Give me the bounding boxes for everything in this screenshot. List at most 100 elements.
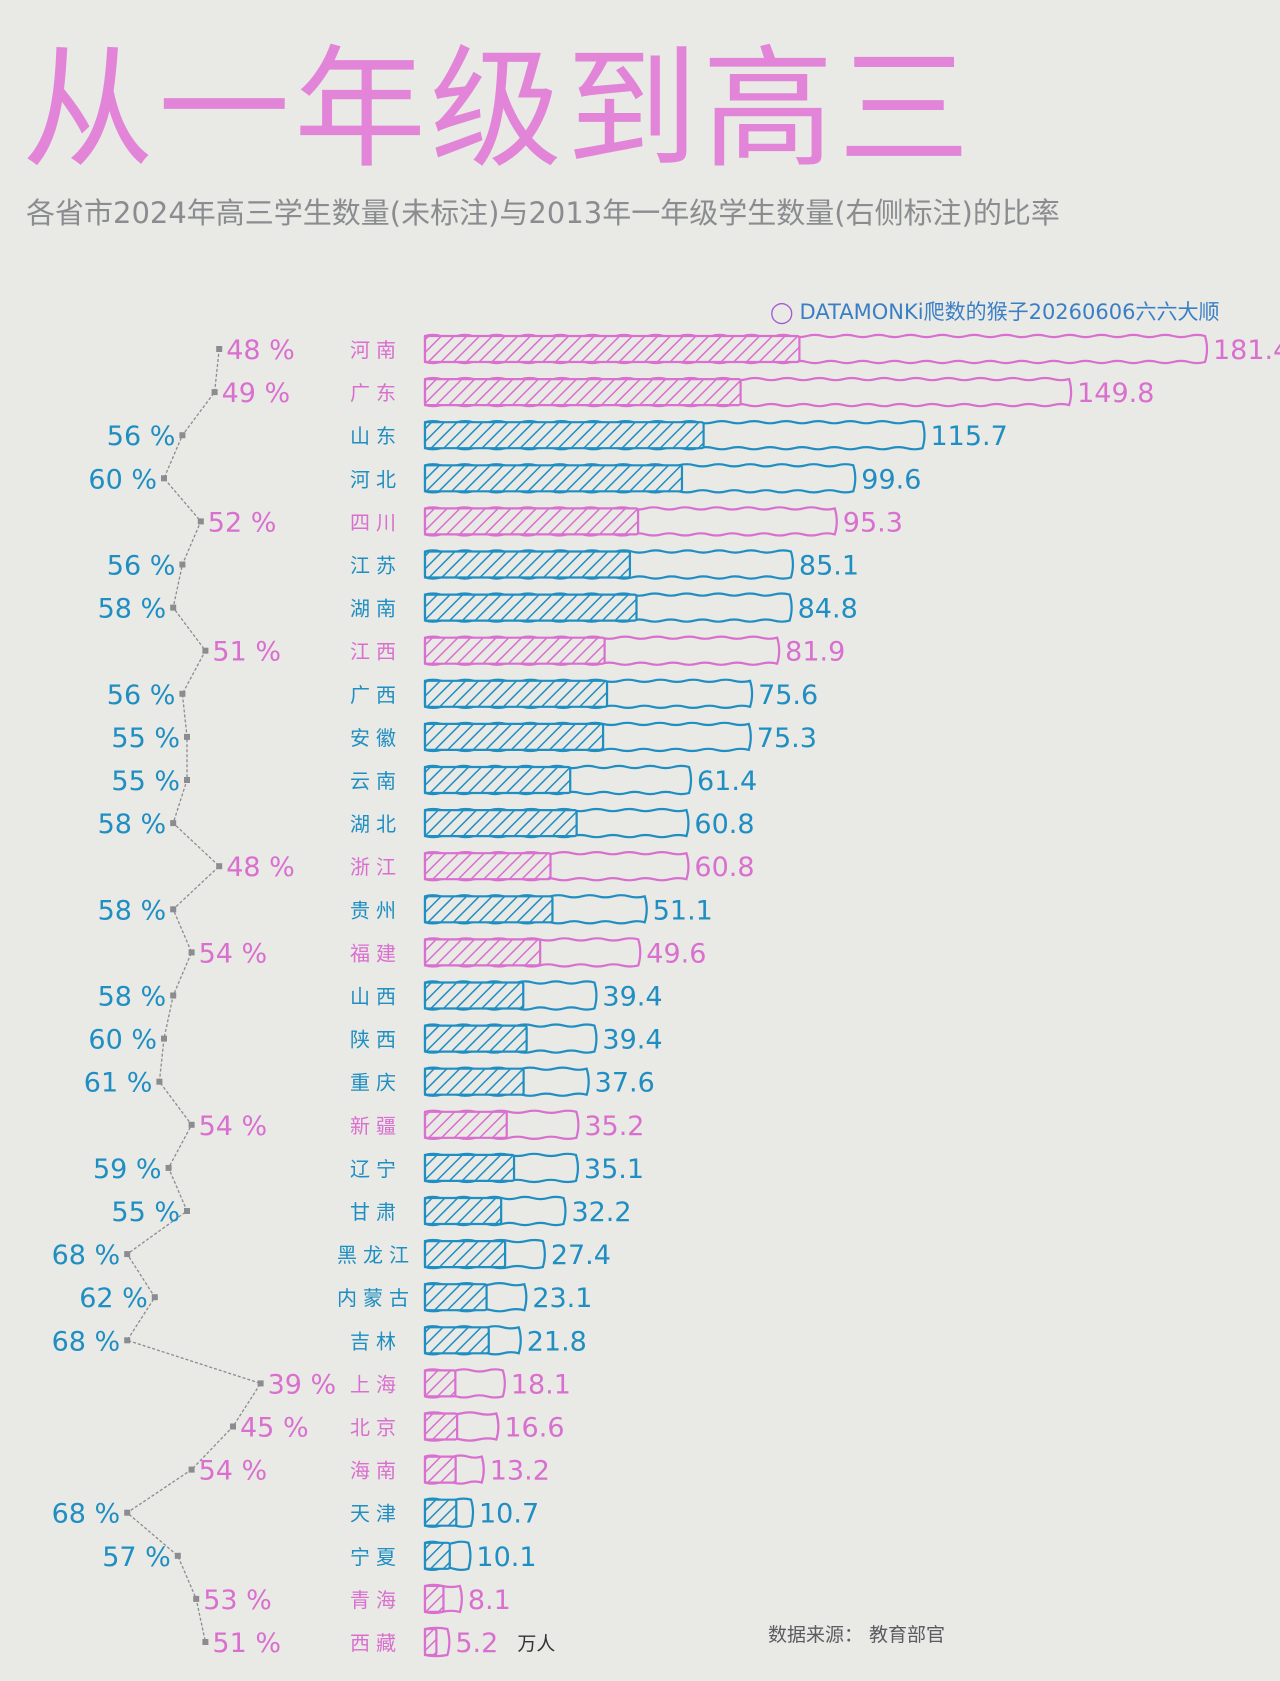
- category-label: 辽宁: [350, 1157, 402, 1181]
- value-label: 23.1: [532, 1283, 592, 1314]
- chart-row: 河北 99.6 60 %: [88, 463, 921, 495]
- bar-fill-2024: [423, 550, 632, 579]
- category-label: 浙江: [350, 855, 402, 879]
- category-label: 广西: [350, 683, 402, 707]
- ratio-label: 60 %: [88, 1025, 157, 1056]
- value-label: 95.3: [843, 507, 903, 538]
- bar-fill-2024: [423, 636, 606, 665]
- bar-fill-2024: [423, 334, 801, 364]
- ratio-marker: [184, 777, 190, 783]
- bar-fill-2024: [423, 1110, 508, 1139]
- ratio-marker: [211, 389, 218, 396]
- ratio-marker: [188, 949, 195, 956]
- ratio-marker: [202, 647, 209, 654]
- chart-row: 福建 49.6 54 %: [188, 937, 706, 969]
- bar-fill-2024: [423, 378, 742, 407]
- value-label: 13.2: [490, 1456, 550, 1487]
- bar-fill-2024: [423, 507, 640, 536]
- value-label: 51.1: [653, 895, 713, 926]
- value-label: 37.6: [595, 1068, 655, 1099]
- chart-row: 重庆 37.6 61 %: [84, 1066, 655, 1099]
- value-label: 85.1: [799, 551, 859, 582]
- ratio-label: 68 %: [52, 1326, 121, 1357]
- category-label: 河北: [350, 467, 402, 491]
- chart-subtitle: 各省市2024年高三学生数量(未标注)与2013年一年级学生数量(右侧标注)的比…: [26, 196, 1060, 230]
- ratio-label: 58 %: [98, 982, 167, 1013]
- bar-fill-2024: [423, 895, 554, 924]
- value-label: 81.9: [785, 637, 845, 668]
- ratio-label: 68 %: [52, 1240, 121, 1271]
- ratio-label: 39 %: [268, 1369, 337, 1400]
- value-label: 32.2: [571, 1197, 631, 1228]
- ratio-label: 55 %: [111, 723, 180, 754]
- value-label: 84.8: [798, 594, 858, 625]
- bar-fill-2024: [423, 1627, 438, 1657]
- value-label: 35.2: [584, 1111, 644, 1142]
- ratio-label: 48 %: [226, 852, 295, 883]
- ratio-marker: [184, 733, 190, 740]
- chart-row: 山西 39.4 58 %: [98, 980, 663, 1013]
- bar-fill-2024: [423, 1196, 503, 1226]
- chart-row: 西藏 5.2 51 %: [202, 1626, 498, 1659]
- category-label: 江苏: [350, 554, 402, 578]
- ratio-marker: [170, 820, 177, 827]
- category-label: 河南: [350, 338, 402, 362]
- category-label: 海南: [350, 1459, 402, 1483]
- chart-row: 广西 75.6 56 %: [107, 678, 818, 711]
- value-label: 60.8: [694, 852, 754, 883]
- category-label: 山东: [350, 424, 402, 448]
- category-label: 云南: [350, 769, 402, 793]
- ratio-marker: [170, 604, 177, 611]
- value-label: 75.3: [757, 723, 817, 754]
- ratio-marker: [124, 1509, 131, 1516]
- bar-fill-2024: [423, 852, 552, 881]
- ratio-marker: [174, 1552, 181, 1559]
- bar-fill-2024: [423, 1283, 488, 1312]
- ratio-marker: [193, 1595, 200, 1602]
- value-label: 35.1: [584, 1154, 644, 1185]
- bar-fill-2024: [423, 765, 572, 795]
- value-label: 49.6: [646, 938, 706, 969]
- category-label: 广东: [350, 381, 402, 405]
- value-label: 16.6: [504, 1413, 564, 1444]
- category-label: 湖北: [350, 812, 402, 836]
- ratio-label: 56 %: [107, 421, 176, 452]
- ratio-label: 58 %: [98, 895, 167, 926]
- ratio-label: 56 %: [107, 551, 176, 582]
- watermark: ◯ DATAMONKi爬数的猴子20260606六六大顺: [770, 296, 1219, 326]
- category-label: 山西: [350, 985, 402, 1009]
- unit-label: 万人: [517, 1633, 555, 1655]
- chart-row: 黑龙江 27.4 68 %: [52, 1238, 611, 1271]
- chart-row: 河南 181.4 48 %: [216, 333, 1280, 366]
- category-label: 新疆: [350, 1114, 402, 1138]
- value-label: 8.1: [468, 1585, 511, 1616]
- bar-fill-2024: [423, 1412, 459, 1441]
- ratio-label: 55 %: [111, 1197, 180, 1228]
- chart-row: 辽宁 35.1 59 %: [93, 1152, 644, 1185]
- bar-fill-2024: [423, 1067, 525, 1096]
- ratio-marker: [230, 1423, 236, 1430]
- chart-row: 四川 95.3 52 %: [197, 506, 903, 538]
- bar-fill-2024: [423, 679, 609, 708]
- category-label: 福建: [350, 941, 402, 965]
- ratio-marker: [161, 1035, 167, 1042]
- category-label: 北京: [350, 1416, 402, 1440]
- chart-row: 上海 18.1 39 %: [257, 1368, 571, 1400]
- value-label: 181.4: [1213, 335, 1280, 366]
- value-label: 115.7: [930, 421, 1007, 452]
- ratio-marker: [151, 1294, 158, 1301]
- chart-row: 新疆 35.2 54 %: [188, 1109, 644, 1142]
- ratio-marker: [179, 561, 186, 568]
- bar-fill-2024: [423, 1239, 507, 1269]
- ratio-label: 68 %: [52, 1499, 121, 1530]
- category-label: 四川: [350, 510, 402, 534]
- category-label: 天津: [350, 1502, 402, 1526]
- ratio-label: 58 %: [98, 594, 167, 625]
- ratio-marker: [216, 863, 223, 870]
- chart-row: 山东 115.7 56 %: [107, 420, 1008, 452]
- ratio-label: 49 %: [222, 378, 291, 409]
- chart-row: 陕西 39.4 60 %: [88, 1023, 663, 1056]
- value-label: 5.2: [455, 1628, 498, 1659]
- ratio-marker: [257, 1380, 264, 1387]
